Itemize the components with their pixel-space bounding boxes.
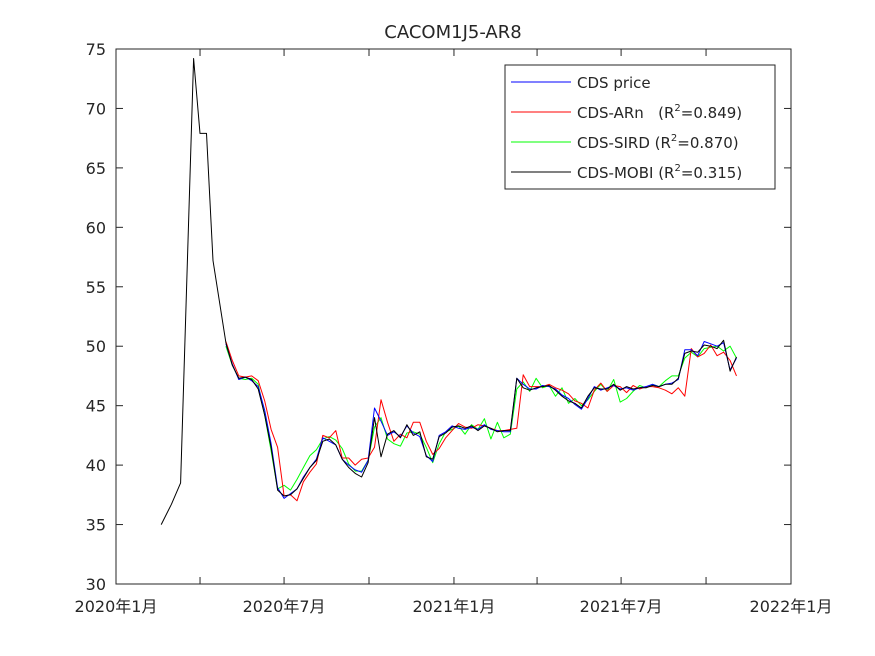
y-tick-label: 30 [86, 575, 106, 594]
y-tick-label: 60 [86, 218, 106, 237]
x-tick-label: 2021年1月 [413, 597, 496, 616]
legend-box [504, 64, 776, 190]
legend-label: CDS price [577, 74, 651, 92]
legend-label: CDS-ARn (R2=0.849) [577, 103, 742, 122]
chart-title: CACOM1J5-AR8 [384, 22, 521, 43]
legend-label: CDS-MOBI (R2=0.315) [577, 163, 742, 182]
legend: CDS price CDS-ARn (R2=0.849) CDS-SIRD (R2=… [504, 64, 776, 190]
series-line-cds-arn [225, 341, 737, 502]
series-line-cds-mobi [160, 58, 737, 525]
y-tick-label: 50 [86, 337, 106, 356]
y-tick-label: 35 [86, 516, 106, 535]
y-tick-label: 65 [86, 159, 106, 178]
y-tick-label: 45 [86, 397, 106, 416]
x-tick-label: 2021年7月 [580, 597, 663, 616]
x-tick-label: 2022年1月 [750, 597, 833, 616]
series-layer [160, 58, 737, 525]
x-tick-label: 2020年7月 [243, 597, 326, 616]
plot-area: 30 35 40 45 50 55 60 65 70 75 2020年1月 2020年7月 2021年1… [75, 40, 833, 616]
x-tick-label: 2020年1月 [75, 597, 158, 616]
legend-label: CDS-SIRD (R2=0.870) [577, 133, 739, 152]
y-tick-label: 40 [86, 456, 106, 475]
y-tick-label: 55 [86, 278, 106, 297]
ticks-layer: 30 35 40 45 50 55 60 65 70 75 2020年1月 2020年7月 2021年1… [75, 40, 833, 616]
y-tick-label: 70 [86, 99, 106, 118]
y-tick-label: 75 [86, 40, 106, 59]
